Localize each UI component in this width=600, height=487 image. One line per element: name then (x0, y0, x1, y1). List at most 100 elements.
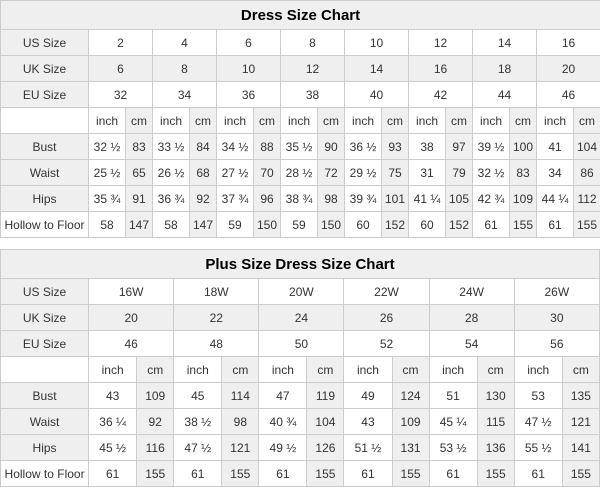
row-label: EU Size (1, 331, 89, 357)
size-value: 52 (344, 331, 429, 357)
unit-label-cm: cm (392, 357, 429, 383)
measure-cm-value: 83 (126, 134, 153, 160)
row-label: Hips (1, 186, 89, 212)
measure-cm-value: 155 (574, 212, 600, 238)
size-value: 42 (409, 82, 473, 108)
measure-inch-value: 58 (89, 212, 126, 238)
measure-inch-value: 55 ½ (514, 435, 562, 461)
measure-inch-value: 53 (514, 383, 562, 409)
size-value: 26W (514, 279, 599, 305)
row-label: UK Size (1, 56, 89, 82)
measure-inch-value: 49 ½ (259, 435, 307, 461)
measure-cm-value: 100 (510, 134, 537, 160)
row-label: Waist (1, 409, 89, 435)
row-label: Waist (1, 160, 89, 186)
unit-label-cm: cm (477, 357, 514, 383)
unit-label-cm: cm (510, 108, 537, 134)
measure-cm-value: 86 (574, 160, 600, 186)
measure-inch-value: 61 (344, 461, 392, 487)
size-value: 8 (153, 56, 217, 82)
size-value: 6 (217, 30, 281, 56)
measure-cm-value: 90 (318, 134, 345, 160)
measure-inch-value: 37 ¾ (217, 186, 254, 212)
unit-label-inch: inch (345, 108, 382, 134)
measure-cm-value: 147 (190, 212, 217, 238)
size-value: 34 (153, 82, 217, 108)
measure-cm-value: 121 (562, 409, 599, 435)
size-value: 16W (89, 279, 174, 305)
unit-label-inch: inch (409, 108, 446, 134)
unit-label-inch: inch (514, 357, 562, 383)
measure-cm-value: 75 (382, 160, 409, 186)
measure-inch-value: 45 ½ (89, 435, 137, 461)
measure-cm-value: 155 (222, 461, 259, 487)
unit-label-inch: inch (89, 357, 137, 383)
size-value: 46 (89, 331, 174, 357)
measure-inch-value: 41 ¼ (409, 186, 446, 212)
unit-label-cm: cm (562, 357, 599, 383)
size-value: 22 (174, 305, 259, 331)
unit-label-cm: cm (126, 108, 153, 134)
unit-label-inch: inch (89, 108, 126, 134)
size-value: 24 (259, 305, 344, 331)
measure-cm-value: 84 (190, 134, 217, 160)
unit-label-inch: inch (217, 108, 254, 134)
measure-inch-value: 47 (259, 383, 307, 409)
size-value: 20 (537, 56, 600, 82)
measure-cm-value: 115 (477, 409, 514, 435)
unit-label-inch: inch (174, 357, 222, 383)
measure-inch-value: 36 ½ (345, 134, 382, 160)
size-value: 6 (89, 56, 153, 82)
unit-label-cm: cm (307, 357, 344, 383)
measure-inch-value: 26 ½ (153, 160, 190, 186)
measure-cm-value: 104 (574, 134, 600, 160)
row-label: UK Size (1, 305, 89, 331)
measure-inch-value: 60 (409, 212, 446, 238)
measure-cm-value: 93 (382, 134, 409, 160)
measure-cm-value: 68 (190, 160, 217, 186)
measure-cm-value: 98 (222, 409, 259, 435)
unit-label-cm: cm (222, 357, 259, 383)
size-value: 40 (345, 82, 409, 108)
measure-inch-value: 36 ¾ (153, 186, 190, 212)
measure-cm-value: 155 (562, 461, 599, 487)
size-value: 14 (473, 30, 537, 56)
measure-cm-value: 155 (137, 461, 174, 487)
measure-inch-value: 43 (89, 383, 137, 409)
measure-inch-value: 38 (409, 134, 446, 160)
measure-inch-value: 28 ½ (281, 160, 318, 186)
measure-inch-value: 25 ½ (89, 160, 126, 186)
size-value: 2 (89, 30, 153, 56)
unit-label-inch: inch (344, 357, 392, 383)
size-value: 8 (281, 30, 345, 56)
row-label: Bust (1, 383, 89, 409)
row-label: Hollow to Floor (1, 461, 89, 487)
measure-cm-value: 97 (446, 134, 473, 160)
unit-label-inch: inch (259, 357, 307, 383)
measure-inch-value: 39 ½ (473, 134, 510, 160)
table-title: Dress Size Chart (1, 1, 600, 30)
row-label: Hips (1, 435, 89, 461)
measure-cm-value: 98 (318, 186, 345, 212)
measure-inch-value: 53 ½ (429, 435, 477, 461)
measure-inch-value: 59 (217, 212, 254, 238)
measure-inch-value: 32 ½ (473, 160, 510, 186)
measure-cm-value: 70 (254, 160, 281, 186)
size-value: 18 (473, 56, 537, 82)
measure-inch-value: 29 ½ (345, 160, 382, 186)
measure-inch-value: 42 ¾ (473, 186, 510, 212)
unit-label-inch: inch (281, 108, 318, 134)
size-value: 12 (281, 56, 345, 82)
size-value: 26 (344, 305, 429, 331)
measure-cm-value: 135 (562, 383, 599, 409)
measure-cm-value: 152 (382, 212, 409, 238)
